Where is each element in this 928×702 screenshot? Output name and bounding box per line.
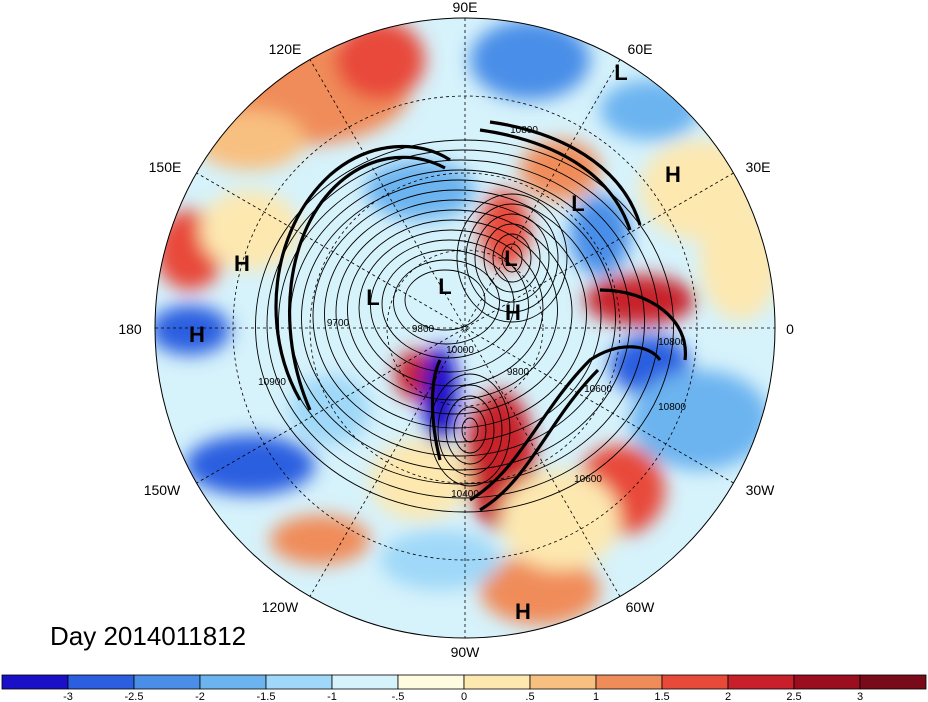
colorbar-tick-label: 2 (725, 691, 731, 702)
height-contour-line (278, 159, 645, 485)
height-contour-line (461, 417, 479, 443)
colorbar-tick-label: 2.5 (786, 691, 801, 702)
lon-label-150e: 150E (149, 159, 182, 175)
height-contour-line (404, 269, 486, 331)
height-contour-line (445, 395, 495, 465)
colorbar-box (265, 674, 333, 690)
low-center-marker: L (614, 60, 627, 85)
colorbar-tick-label: -2 (195, 691, 205, 702)
lon-label-30e: 30E (746, 159, 771, 175)
low-center-marker: L (366, 285, 379, 310)
colorbar-tick-label: -2.5 (125, 691, 144, 702)
colorbar-box (397, 674, 465, 690)
height-contour-line (312, 189, 602, 443)
colorbar-tick-label: 1.5 (654, 691, 669, 702)
low-center-marker: L (504, 246, 517, 271)
high-center-marker: H (515, 599, 531, 624)
colorbar-tick-label: -3 (63, 691, 73, 702)
high-center-marker: H (505, 300, 521, 325)
contour-label: 10000 (446, 345, 474, 356)
colorbar-box (463, 674, 531, 690)
colorbar-box (1, 674, 69, 690)
lon-label-180: 180 (118, 321, 142, 337)
height-contour-line (358, 229, 544, 387)
colorbar-box (727, 674, 795, 690)
height-contour-line (429, 373, 511, 487)
colorbar-box (661, 674, 729, 690)
contour-label: 10800 (658, 402, 686, 413)
height-contour-line (393, 259, 500, 345)
colorbar-box (133, 674, 201, 690)
height-contours (255, 120, 687, 513)
anomaly-shading (155, 18, 775, 638)
graticule (154, 17, 776, 639)
longitude-labels: 90E 60E 30E 0 30W 60W 90W 120W 150W 180 … (118, 0, 794, 660)
colorbar-tick-label: 0 (461, 691, 467, 702)
low-center-marker: L (438, 274, 451, 299)
colorbar-tick-labels: -3 -2.5 -2 -1.5 -1 -.5 0 .5 1 1.5 2 2.5 3 (63, 691, 863, 702)
contour-label: 9800 (412, 324, 435, 335)
colorbar-boxes (1, 674, 927, 690)
height-contour-line (301, 179, 616, 457)
colorbar-box (529, 674, 597, 690)
lon-label-0: 0 (786, 321, 794, 337)
height-contour-line (501, 243, 523, 273)
height-contour-line (370, 239, 529, 373)
colorbar-box (595, 674, 663, 690)
height-contour-line (492, 233, 532, 283)
day-label: Day 2014011812 (50, 621, 246, 651)
height-contour-line (266, 149, 660, 499)
low-center-marker: L (571, 191, 584, 216)
contour-label: 10800 (658, 337, 686, 348)
colorbar-tick-label: .5 (525, 691, 534, 702)
colorbar-box (859, 674, 927, 690)
high-center-marker: H (234, 251, 250, 276)
lon-label-60e: 60E (628, 41, 653, 57)
colorbar-tick-label: 1 (593, 691, 599, 702)
contour-label: 10600 (574, 474, 602, 485)
lon-label-120e: 120E (269, 41, 302, 57)
height-contour-line (347, 219, 558, 401)
colorbar-box (199, 674, 267, 690)
contour-label: 10800 (510, 125, 538, 136)
colorbar-box (793, 674, 861, 690)
high-center-marker: H (665, 162, 681, 187)
height-contour-line (437, 384, 503, 476)
height-contour-line (453, 406, 487, 454)
lon-label-150w: 150W (144, 482, 181, 498)
lon-label-90w: 90W (451, 644, 481, 660)
colorbar-tick-label: 3 (857, 691, 863, 702)
height-contour-line (465, 203, 559, 313)
colorbar: -3 -2.5 -2 -1.5 -1 -.5 0 .5 1 1.5 2 2.5 3 (1, 674, 927, 702)
colorbar-box (331, 674, 399, 690)
height-contour-line (335, 209, 573, 415)
height-contour-line (474, 213, 550, 303)
height-contour-line (324, 199, 587, 429)
colorbar-tick-label: -1.5 (257, 691, 276, 702)
lon-label-120w: 120W (262, 599, 299, 615)
contour-value-labels: 10800 9700 9800 9800 10600 10800 10900 1… (258, 125, 686, 500)
height-contour-line (255, 139, 674, 513)
contour-label: 10900 (258, 377, 286, 388)
lon-label-30w: 30W (746, 482, 776, 498)
contour-label: 9800 (507, 367, 530, 378)
colorbar-box (67, 674, 135, 690)
lon-label-60w: 60W (626, 599, 656, 615)
contour-label: 10400 (451, 489, 479, 500)
height-contour-line (483, 223, 541, 293)
lon-label-90e: 90E (453, 0, 478, 15)
pressure-center-labels: L L L L L H H H H H (189, 60, 681, 624)
colorbar-tick-label: -1 (327, 691, 337, 702)
height-contour-line (456, 193, 568, 323)
contour-label: 9700 (327, 318, 350, 329)
contour-label: 10600 (584, 384, 612, 395)
high-center-marker: H (189, 322, 205, 347)
colorbar-tick-label: -.5 (392, 691, 405, 702)
